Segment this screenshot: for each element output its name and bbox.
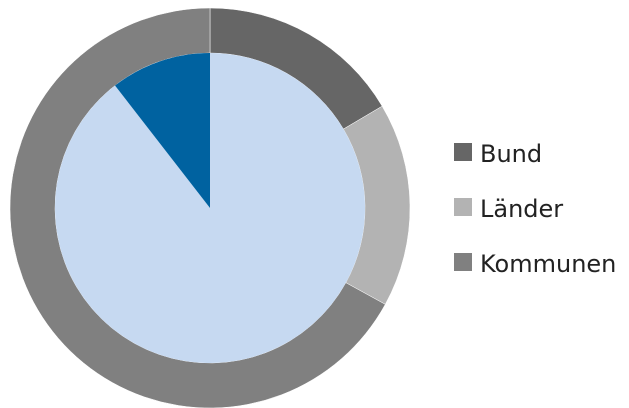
legend-swatch-kommunen <box>454 253 472 271</box>
inner-slice-1 <box>54 53 366 364</box>
inner-pie <box>54 53 366 364</box>
legend: Bund Länder Kommunen <box>454 140 616 278</box>
legend-label-bund: Bund <box>480 140 542 168</box>
legend-swatch-bund <box>454 143 472 161</box>
inner-slice-2 <box>114 53 210 208</box>
legend-label-kommunen: Kommunen <box>480 250 616 278</box>
legend-label-laender: Länder <box>480 195 563 223</box>
legend-swatch-laender <box>454 198 472 216</box>
